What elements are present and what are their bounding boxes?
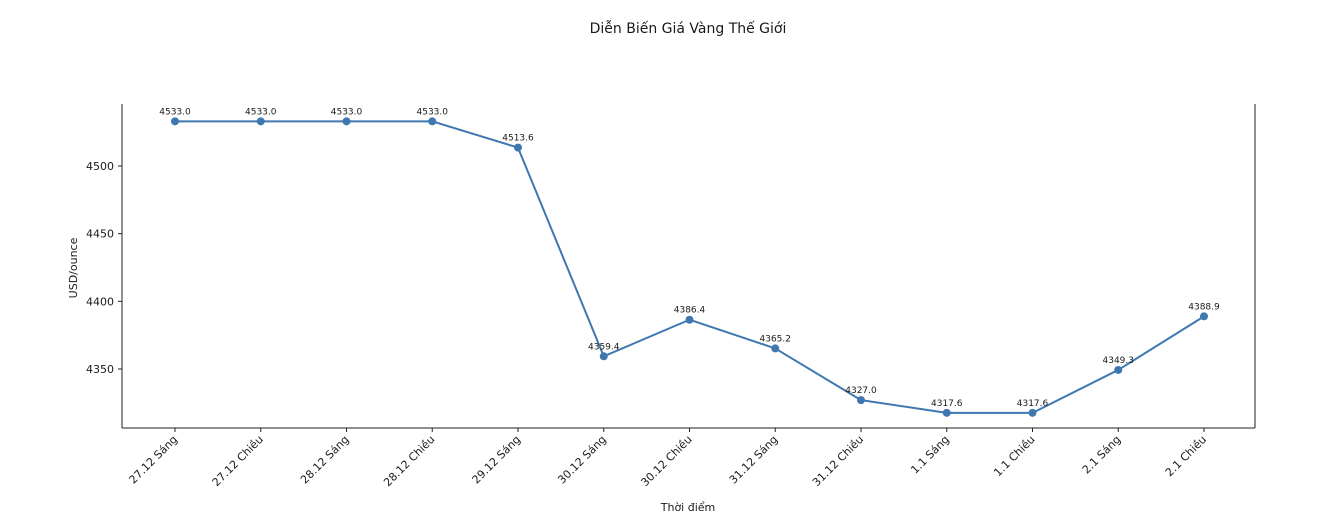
data-point-marker: [1200, 312, 1208, 321]
series-markers: [171, 117, 1208, 417]
y-tick-label: 4400: [86, 295, 114, 308]
chart-title: Diễn Biến Giá Vàng Thế Giới: [590, 20, 787, 37]
data-point-marker: [514, 143, 522, 152]
y-axis-label: USD/ounce: [67, 237, 80, 298]
data-point-marker: [857, 396, 865, 405]
x-tick-label: 29.12 Sáng: [470, 433, 524, 487]
x-tick-label: 28.12 Sáng: [298, 433, 352, 487]
data-point-label: 4533.0: [159, 107, 191, 117]
data-labels: 4533.0 4533.0 4533.0 4533.0 4513.6 4359.4 4386…: [159, 107, 1220, 409]
data-point-label: 4359.4: [588, 342, 620, 352]
series-line: [175, 120, 1205, 414]
x-tick-label: 1.1 Sáng: [908, 433, 952, 477]
data-point-marker: [685, 315, 694, 324]
x-tick-label: 28.12 Chiều: [381, 433, 437, 489]
x-tick-label: 1.1 Chiều: [991, 433, 1037, 479]
x-axis-label: Thời điểm: [660, 501, 716, 514]
y-axis-ticks: 4350 4400 4450 4500: [86, 160, 122, 376]
x-tick-label: 31.12 Chiều: [810, 433, 866, 489]
data-point-label: 4317.6: [931, 399, 963, 409]
data-point-label: 4317.6: [1017, 399, 1049, 409]
x-tick-label: 2.1 Chiều: [1163, 433, 1209, 479]
data-point-label: 4349.3: [1103, 356, 1135, 366]
data-point-marker: [256, 117, 265, 126]
data-point-marker: [599, 352, 608, 361]
data-point-label: 4533.0: [417, 107, 449, 117]
data-point-label: 4365.2: [760, 334, 792, 344]
data-point-label: 4513.6: [502, 134, 534, 144]
plot-area: [121, 104, 1256, 429]
data-point-marker: [942, 408, 951, 417]
data-point-marker: [771, 344, 780, 353]
data-point-label: 4533.0: [245, 107, 277, 117]
x-tick-label: 2.1 Sáng: [1080, 433, 1124, 477]
data-point-label: 4388.9: [1188, 302, 1220, 312]
x-tick-label: 30.12 Chiều: [638, 433, 694, 489]
data-point-marker: [428, 117, 437, 126]
y-tick-label: 4500: [86, 160, 114, 173]
data-point-marker: [1028, 408, 1037, 417]
x-tick-label: 27.12 Chiều: [210, 433, 266, 489]
x-tick-label: 27.12 Sáng: [127, 433, 181, 487]
data-point-marker: [342, 117, 351, 126]
x-tick-label: 30.12 Sáng: [555, 433, 609, 487]
x-tick-label: 31.12 Sáng: [727, 433, 781, 487]
data-point-label: 4327.0: [845, 386, 877, 396]
data-point-marker: [1114, 365, 1123, 374]
x-axis-ticks: 27.12 Sáng 27.12 Chiều 28.12 Sáng 28.12 Chi…: [127, 428, 1209, 489]
y-tick-label: 4350: [86, 363, 114, 376]
data-point-marker: [171, 117, 179, 126]
data-point-label: 4386.4: [674, 306, 706, 316]
y-tick-label: 4450: [86, 228, 114, 241]
data-point-label: 4533.0: [331, 107, 363, 117]
